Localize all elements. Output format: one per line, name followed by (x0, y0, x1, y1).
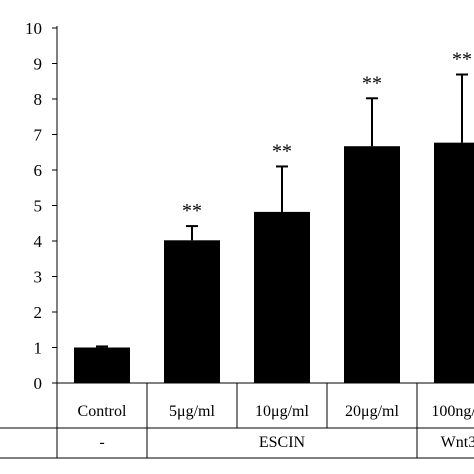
bar (254, 211, 310, 383)
significance-marker: ** (182, 200, 202, 222)
y-tick-label: 7 (34, 126, 43, 145)
bar (74, 347, 130, 383)
bar (434, 142, 474, 383)
y-tick-label: 8 (34, 90, 43, 109)
bars (74, 73, 474, 383)
labels: ** ** ** ** Control 5μg/ml 10μg/ml 20μg/ml 100ng… (78, 49, 474, 451)
y-tick-label: 6 (34, 161, 43, 180)
y-tick-label: 10 (25, 19, 42, 38)
y-tick-label: 0 (34, 374, 43, 393)
x-tick-label: 20μg/ml (345, 403, 399, 420)
group-label: - (99, 434, 104, 451)
bar (164, 240, 220, 383)
y-tick-label: 2 (34, 303, 43, 322)
x-tick-label: 10μg/ml (255, 403, 309, 420)
y-tick-label: 1 (34, 339, 43, 358)
group-label: Wnt3a (441, 434, 474, 451)
x-tick-label: 100ng/ml (431, 403, 474, 420)
y-tick-label: 5 (34, 197, 43, 216)
x-tick-label: Control (78, 403, 127, 420)
y-tick-label: 3 (34, 268, 43, 287)
significance-marker: ** (452, 49, 472, 71)
significance-marker: ** (362, 72, 382, 94)
x-tick-label: 5μg/ml (169, 403, 215, 420)
axes: 0 1 2 3 4 5 6 7 8 9 10 (0, 19, 474, 459)
group-label: ESCIN (259, 434, 306, 451)
y-tick-label: 9 (34, 55, 43, 74)
significance-marker: ** (272, 140, 292, 162)
bar (344, 146, 400, 383)
y-tick-label: 4 (34, 232, 43, 251)
